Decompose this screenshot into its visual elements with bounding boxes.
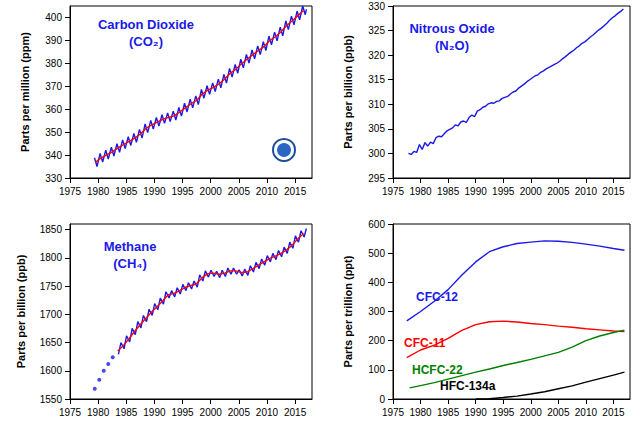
svg-text:1600: 1600 bbox=[40, 365, 63, 376]
svg-text:Parts per billion (ppb): Parts per billion (ppb) bbox=[342, 35, 354, 149]
svg-text:300: 300 bbox=[368, 306, 385, 317]
svg-text:400: 400 bbox=[45, 12, 62, 23]
svg-text:2005: 2005 bbox=[547, 186, 570, 197]
svg-text:1800: 1800 bbox=[40, 252, 63, 263]
svg-text:1990: 1990 bbox=[143, 407, 166, 418]
svg-text:HFC-134a: HFC-134a bbox=[440, 379, 496, 393]
svg-text:HCFC-22: HCFC-22 bbox=[412, 363, 463, 377]
svg-text:2010: 2010 bbox=[256, 407, 279, 418]
svg-text:1990: 1990 bbox=[465, 407, 488, 418]
svg-text:1985: 1985 bbox=[437, 186, 460, 197]
svg-text:(CO₂): (CO₂) bbox=[129, 34, 163, 49]
svg-text:295: 295 bbox=[368, 173, 385, 184]
svg-text:200: 200 bbox=[368, 335, 385, 346]
svg-text:1990: 1990 bbox=[465, 186, 488, 197]
svg-text:1975: 1975 bbox=[382, 186, 405, 197]
svg-text:1750: 1750 bbox=[40, 281, 63, 292]
svg-text:1990: 1990 bbox=[143, 186, 166, 197]
svg-text:CFC-12: CFC-12 bbox=[416, 290, 458, 304]
svg-text:1995: 1995 bbox=[171, 186, 194, 197]
svg-text:1975: 1975 bbox=[382, 407, 405, 418]
svg-text:1980: 1980 bbox=[87, 186, 110, 197]
svg-text:2015: 2015 bbox=[284, 407, 307, 418]
svg-text:500: 500 bbox=[368, 248, 385, 259]
svg-text:2000: 2000 bbox=[520, 407, 543, 418]
svg-text:1995: 1995 bbox=[492, 186, 515, 197]
svg-text:Parts per billion (ppb): Parts per billion (ppb) bbox=[15, 254, 27, 368]
svg-text:Parts per trillion (ppt): Parts per trillion (ppt) bbox=[342, 255, 354, 367]
svg-text:2005: 2005 bbox=[228, 186, 251, 197]
svg-text:305: 305 bbox=[368, 123, 385, 134]
svg-text:(CH₄): (CH₄) bbox=[113, 256, 147, 271]
svg-text:370: 370 bbox=[45, 81, 62, 92]
svg-text:1850: 1850 bbox=[40, 224, 63, 235]
svg-text:315: 315 bbox=[368, 74, 385, 85]
svg-text:1985: 1985 bbox=[437, 407, 460, 418]
svg-text:600: 600 bbox=[368, 219, 385, 230]
svg-text:1975: 1975 bbox=[59, 186, 82, 197]
svg-text:2015: 2015 bbox=[284, 186, 307, 197]
svg-text:400: 400 bbox=[368, 277, 385, 288]
svg-text:2005: 2005 bbox=[228, 407, 251, 418]
svg-text:340: 340 bbox=[45, 150, 62, 161]
svg-text:Parts per million (ppm): Parts per million (ppm) bbox=[19, 32, 31, 152]
svg-text:2015: 2015 bbox=[602, 407, 625, 418]
svg-text:CFC-11: CFC-11 bbox=[404, 336, 446, 350]
svg-text:2000: 2000 bbox=[520, 186, 543, 197]
svg-text:Nitrous Oxide: Nitrous Oxide bbox=[409, 21, 494, 36]
svg-text:2010: 2010 bbox=[256, 186, 279, 197]
svg-text:2005: 2005 bbox=[547, 407, 570, 418]
svg-text:1995: 1995 bbox=[171, 407, 194, 418]
svg-text:2010: 2010 bbox=[575, 186, 598, 197]
svg-text:390: 390 bbox=[45, 35, 62, 46]
svg-text:1985: 1985 bbox=[115, 407, 138, 418]
svg-text:1550: 1550 bbox=[40, 394, 63, 405]
svg-text:(N₂O): (N₂O) bbox=[435, 38, 469, 53]
svg-text:2015: 2015 bbox=[602, 186, 625, 197]
svg-text:100: 100 bbox=[368, 364, 385, 375]
svg-text:1975: 1975 bbox=[59, 407, 82, 418]
svg-text:320: 320 bbox=[368, 50, 385, 61]
svg-text:0: 0 bbox=[379, 394, 385, 405]
svg-text:300: 300 bbox=[368, 148, 385, 159]
svg-text:360: 360 bbox=[45, 104, 62, 115]
svg-text:380: 380 bbox=[45, 58, 62, 69]
svg-text:325: 325 bbox=[368, 25, 385, 36]
svg-text:2000: 2000 bbox=[200, 407, 223, 418]
svg-text:Carbon Dioxide: Carbon Dioxide bbox=[98, 17, 194, 32]
svg-text:1700: 1700 bbox=[40, 309, 63, 320]
svg-text:330: 330 bbox=[368, 1, 385, 12]
svg-text:1650: 1650 bbox=[40, 337, 63, 348]
svg-text:1980: 1980 bbox=[409, 186, 432, 197]
svg-text:1980: 1980 bbox=[409, 407, 432, 418]
svg-text:1985: 1985 bbox=[115, 186, 138, 197]
svg-text:330: 330 bbox=[45, 173, 62, 184]
svg-text:Methane: Methane bbox=[104, 239, 157, 254]
svg-text:2000: 2000 bbox=[200, 186, 223, 197]
svg-text:350: 350 bbox=[45, 127, 62, 138]
svg-text:1995: 1995 bbox=[492, 407, 515, 418]
svg-text:310: 310 bbox=[368, 99, 385, 110]
svg-text:2010: 2010 bbox=[575, 407, 598, 418]
svg-text:1980: 1980 bbox=[87, 407, 110, 418]
